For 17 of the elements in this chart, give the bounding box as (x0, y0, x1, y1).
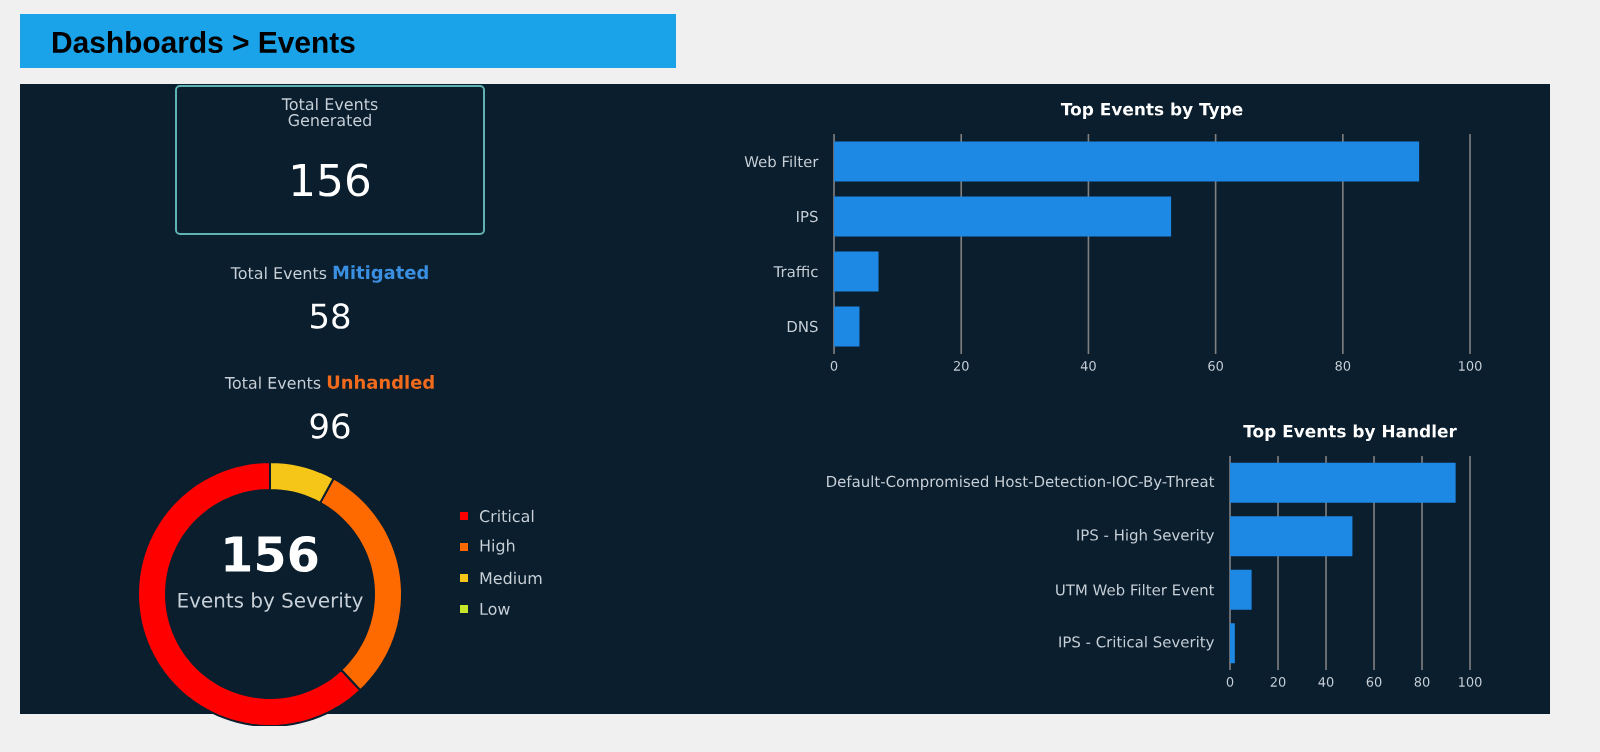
bar (834, 141, 1420, 182)
text: Mitigated (333, 265, 428, 283)
text: Unhandled (327, 375, 434, 389)
bar (1230, 516, 1353, 557)
bar (834, 251, 879, 292)
bar (834, 306, 860, 347)
bar (834, 196, 1172, 237)
text: 58 (311, 303, 350, 329)
text: 156 (225, 535, 318, 573)
text: Events by Severity (178, 592, 363, 612)
chart-title: Top Events by Type (1060, 102, 1243, 120)
text: 96 (310, 413, 350, 439)
text: Dashboards > Events (53, 31, 355, 53)
bar (1230, 462, 1456, 503)
bar (1230, 569, 1252, 610)
chart-title: Top Events by Handler (1243, 424, 1457, 442)
text: 156 (292, 163, 370, 197)
